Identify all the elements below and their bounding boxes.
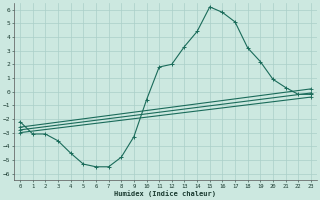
X-axis label: Humidex (Indice chaleur): Humidex (Indice chaleur) xyxy=(115,190,217,197)
